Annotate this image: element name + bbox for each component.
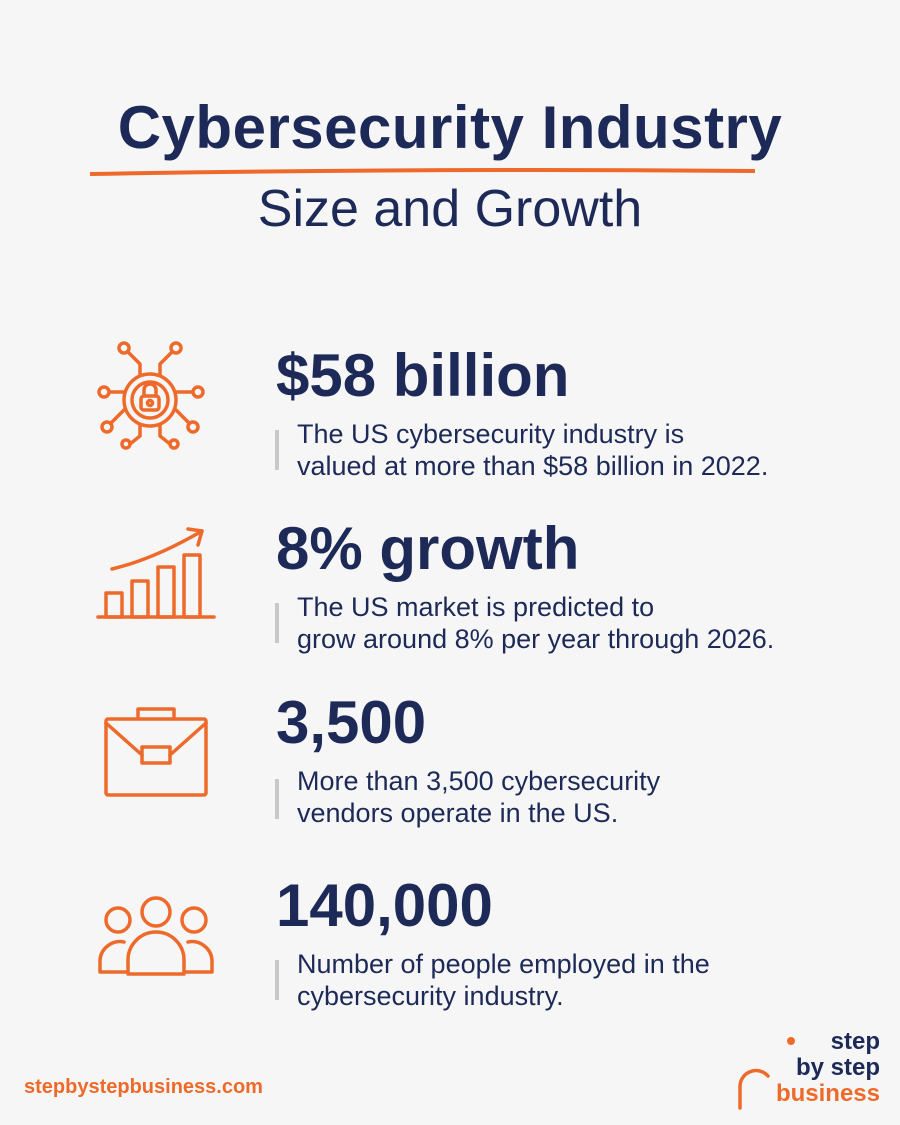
page-title: Cybersecurity Industry bbox=[117, 94, 783, 161]
logo-arc-icon bbox=[738, 1068, 770, 1110]
stat-description: More than 3,500 cybersecurity vendors op… bbox=[297, 765, 877, 829]
people-group-icon bbox=[98, 896, 214, 976]
stat-employment: 140,000 Number of people employed in the… bbox=[0, 862, 900, 1032]
desc-line-1: Number of people employed in the bbox=[297, 949, 710, 979]
logo-word-step: step bbox=[830, 1028, 880, 1055]
stat-market-value: $58 billion The US cybersecurity industr… bbox=[0, 330, 900, 500]
title-underline bbox=[90, 168, 755, 176]
desc-divider bbox=[275, 779, 279, 819]
briefcase-icon bbox=[104, 707, 208, 797]
logo-word-by-step: by step bbox=[795, 1054, 880, 1081]
brand-logo: step by step business bbox=[730, 1030, 880, 1110]
desc-divider bbox=[275, 960, 279, 1000]
desc-line-2: grow around 8% per year through 2026. bbox=[297, 624, 775, 654]
desc-line-1: More than 3,500 cybersecurity bbox=[297, 766, 661, 796]
desc-line-1: The US cybersecurity industry is bbox=[297, 419, 685, 449]
stat-description: The US market is predicted to grow aroun… bbox=[297, 591, 877, 655]
logo-word-business: business bbox=[775, 1080, 880, 1107]
stat-description: Number of people employed in the cyberse… bbox=[297, 948, 877, 1012]
header: Cybersecurity Industry Size and Growth bbox=[0, 92, 900, 240]
stat-value: 3,500 bbox=[276, 689, 427, 756]
desc-line-2: cybersecurity industry. bbox=[297, 981, 564, 1011]
desc-divider bbox=[275, 430, 279, 470]
stat-description: The US cybersecurity industry is valued … bbox=[297, 418, 877, 482]
desc-divider bbox=[275, 603, 279, 643]
stat-growth: 8% growth The US market is predicted to … bbox=[0, 503, 900, 673]
stat-value: $58 billion bbox=[276, 342, 570, 409]
stat-value: 140,000 bbox=[276, 872, 493, 939]
stat-vendors: 3,500 More than 3,500 cybersecurity vend… bbox=[0, 683, 900, 853]
page-subtitle: Size and Growth bbox=[257, 180, 643, 238]
circuit-lock-icon bbox=[97, 341, 205, 450]
footer-url-link[interactable]: stepbystepbusiness.com bbox=[24, 1076, 263, 1098]
stat-value: 8% growth bbox=[276, 515, 580, 582]
desc-line-1: The US market is predicted to bbox=[297, 592, 655, 622]
growth-chart-icon bbox=[96, 527, 216, 619]
desc-line-2: vendors operate in the US. bbox=[297, 798, 619, 828]
logo-dot-icon bbox=[787, 1037, 795, 1045]
desc-line-2: valued at more than $58 billion in 2022. bbox=[297, 451, 769, 481]
